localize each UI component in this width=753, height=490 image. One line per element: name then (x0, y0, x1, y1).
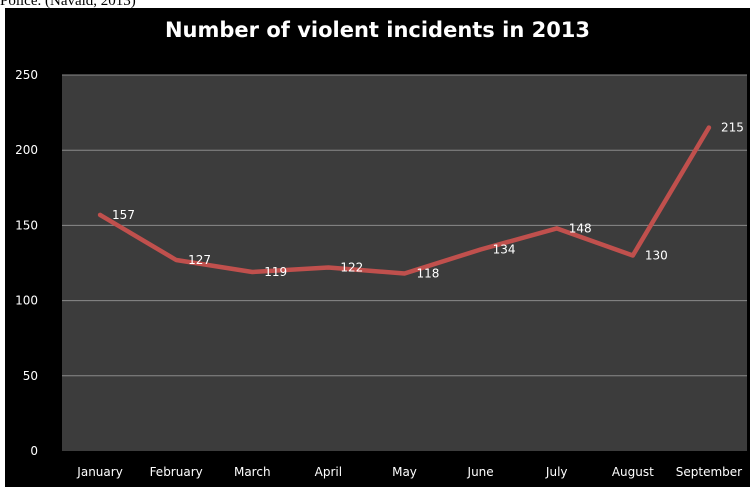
x-tick-label: January (76, 465, 123, 479)
chart-title: Number of violent incidents in 2013 (164, 18, 591, 42)
data-label: 122 (340, 261, 363, 275)
x-tick-label: March (234, 465, 271, 479)
data-label: 215 (721, 121, 744, 135)
data-label: 157 (112, 208, 135, 222)
data-point (174, 257, 179, 262)
y-tick-label: 0 (30, 444, 38, 458)
data-label: 134 (493, 242, 516, 256)
x-tick-label: August (612, 465, 654, 479)
data-label: 130 (645, 248, 668, 262)
x-tick-label: June (467, 465, 494, 479)
x-tick-label: April (315, 465, 342, 479)
data-point (326, 265, 331, 270)
plot-area (62, 75, 747, 451)
x-tick-label: May (392, 465, 417, 479)
data-point (402, 271, 407, 276)
data-point (250, 270, 255, 275)
y-tick-label: 150 (15, 218, 38, 232)
x-tick-label: July (545, 465, 568, 479)
data-point (706, 125, 711, 130)
y-tick-label: 50 (23, 369, 38, 383)
y-tick-label: 100 (15, 294, 38, 308)
series-lines (97, 125, 712, 276)
gridlines (62, 74, 747, 377)
x-tick-label: February (150, 465, 203, 479)
chart-frame: Number of violent incidents in 2013 0 50 1… (5, 8, 750, 487)
line-chart: 0 50 100 150 200 250 January February March Apri… (15, 68, 747, 479)
data-point (478, 247, 483, 252)
data-label: 119 (264, 265, 287, 279)
data-labels: 157 127 119 122 118 134 148 130 215 (112, 121, 744, 281)
y-tick-label: 200 (15, 143, 38, 157)
data-label: 118 (417, 267, 440, 281)
data-label: 148 (569, 221, 592, 235)
data-point (554, 226, 559, 231)
x-axis-tick-labels: January February March April May June July Augu… (76, 465, 742, 479)
data-point (630, 253, 635, 258)
y-tick-label: 250 (15, 68, 38, 82)
data-point (98, 212, 103, 217)
figure-caption: Police. (Navaid, 2013) (0, 0, 136, 8)
x-tick-label: September (676, 465, 742, 479)
y-axis-tick-labels: 0 50 100 150 200 250 (15, 68, 38, 458)
data-label: 127 (188, 253, 211, 267)
